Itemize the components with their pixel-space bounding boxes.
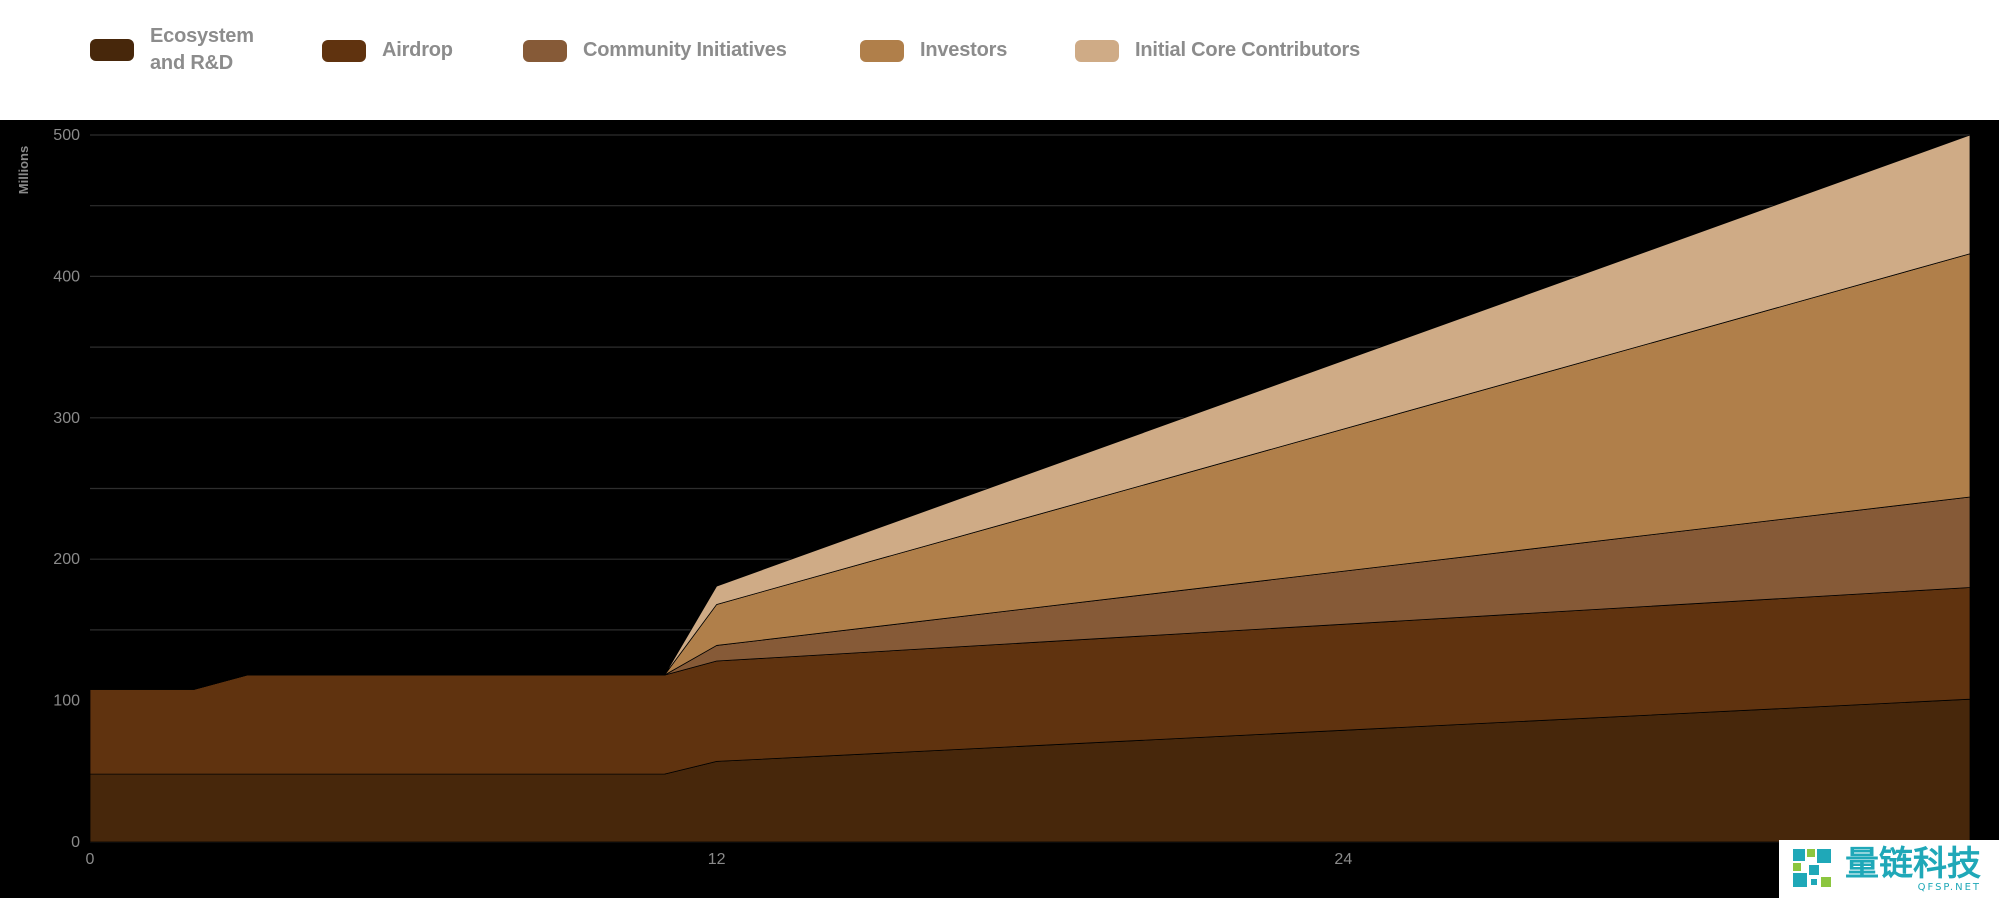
x-tick-label: 24 <box>1334 851 1352 868</box>
legend-swatch-community <box>523 39 567 62</box>
legend-label-community: Community Initiatives <box>583 39 787 61</box>
legend-label-airdrop: Airdrop <box>382 39 453 61</box>
y-tick-label: 0 <box>71 834 80 851</box>
legend-swatch-ecosystem <box>90 39 134 61</box>
legend-item-investors: Investors <box>860 37 1007 64</box>
legend-label-core-contributors: Initial Core Contributors <box>1135 39 1361 61</box>
stacked-area-chart: 0 100 200 300 400 500 0 12 24 Millions <box>16 127 1971 868</box>
chart-area: 0 100 200 300 400 500 0 12 24 Millions <box>0 120 1999 898</box>
y-tick-label: 100 <box>53 693 80 710</box>
legend-item-ecosystem: Ecosystem and R&D <box>90 23 254 77</box>
watermark-logo-icon <box>1793 849 1831 887</box>
x-tick-label: 12 <box>708 851 726 868</box>
watermark-brand-en: QFSP.NET <box>1917 881 1981 893</box>
y-tick-label: 500 <box>53 127 80 144</box>
legend-item-core-contributors: Initial Core Contributors <box>1075 37 1360 64</box>
area-series-4 <box>89 134 1971 690</box>
legend-label-investors: Investors <box>920 39 1008 61</box>
y-axis-label: Millions <box>16 146 31 194</box>
x-tick-label: 0 <box>86 851 95 868</box>
watermark: 量链科技 QFSP.NET <box>1779 840 1999 898</box>
legend-swatch-investors <box>860 39 904 62</box>
watermark-brand-cn: 量链科技 <box>1845 843 1981 884</box>
legend-swatch-airdrop <box>322 39 366 62</box>
chart-legend: Ecosystem and R&D Airdrop Community Init… <box>0 0 1999 120</box>
legend-label-ecosystem: Ecosystem and R&D <box>150 25 254 74</box>
y-tick-label: 200 <box>53 551 80 568</box>
legend-item-community: Community Initiatives <box>523 37 787 64</box>
legend-swatch-core-contributors <box>1075 39 1119 62</box>
legend-item-airdrop: Airdrop <box>322 37 453 64</box>
y-tick-label: 300 <box>53 410 80 427</box>
y-tick-label: 400 <box>53 268 80 285</box>
